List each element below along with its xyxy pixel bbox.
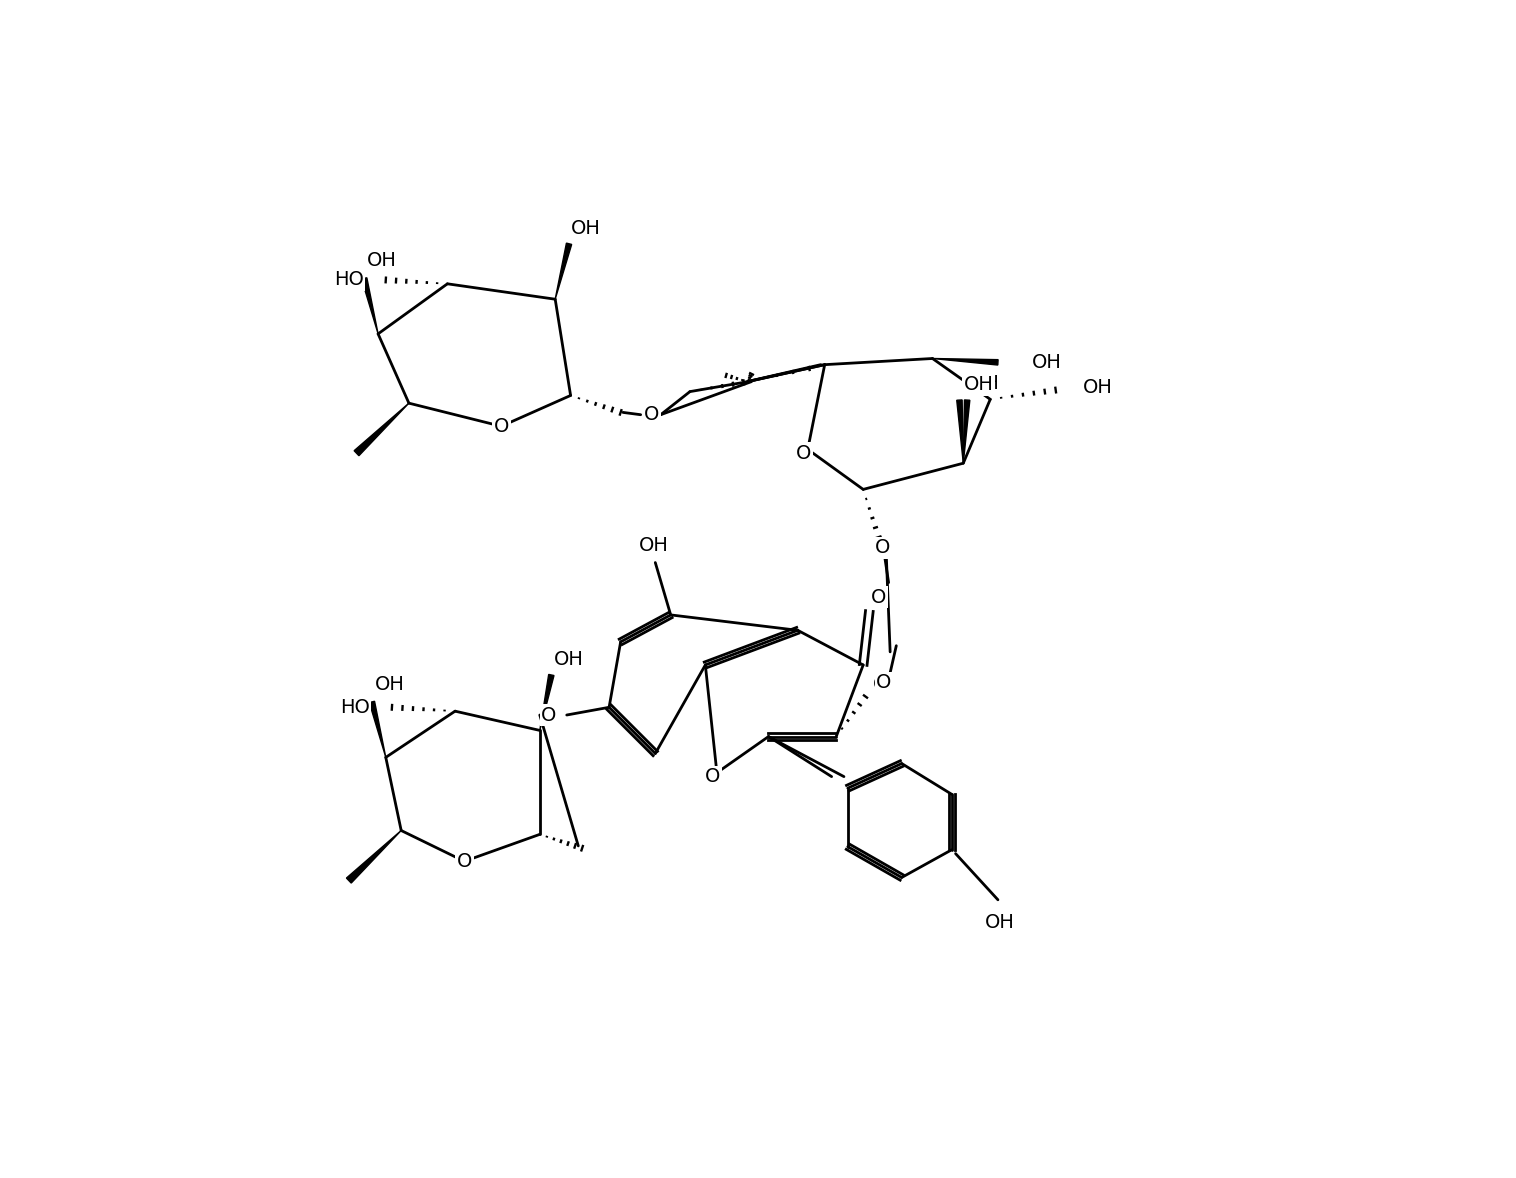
Text: OH: OH xyxy=(1031,353,1061,372)
Text: O: O xyxy=(456,852,471,871)
Text: OH: OH xyxy=(638,536,669,555)
Polygon shape xyxy=(963,399,970,463)
Text: OH: OH xyxy=(970,373,999,392)
Polygon shape xyxy=(355,403,409,456)
Text: O: O xyxy=(873,675,888,694)
Polygon shape xyxy=(370,701,385,757)
Text: OH: OH xyxy=(984,913,1014,933)
Polygon shape xyxy=(362,278,377,333)
Polygon shape xyxy=(347,830,402,884)
Text: HO: HO xyxy=(340,697,370,716)
Text: O: O xyxy=(541,706,556,724)
Text: O: O xyxy=(494,417,509,436)
Text: OH: OH xyxy=(964,375,993,395)
Text: O: O xyxy=(876,673,891,693)
Polygon shape xyxy=(957,399,963,463)
Text: O: O xyxy=(875,538,890,557)
Text: OH: OH xyxy=(572,219,600,238)
Polygon shape xyxy=(540,675,553,730)
Text: O: O xyxy=(796,444,811,463)
Text: OH: OH xyxy=(374,675,405,694)
Text: O: O xyxy=(644,405,659,424)
Text: O: O xyxy=(705,767,720,786)
Text: OH: OH xyxy=(367,251,397,270)
Text: OH: OH xyxy=(555,650,584,669)
Text: O: O xyxy=(870,588,887,607)
Polygon shape xyxy=(555,243,572,299)
Text: OH: OH xyxy=(1082,378,1113,397)
Text: HO: HO xyxy=(334,271,364,290)
Polygon shape xyxy=(932,358,998,365)
